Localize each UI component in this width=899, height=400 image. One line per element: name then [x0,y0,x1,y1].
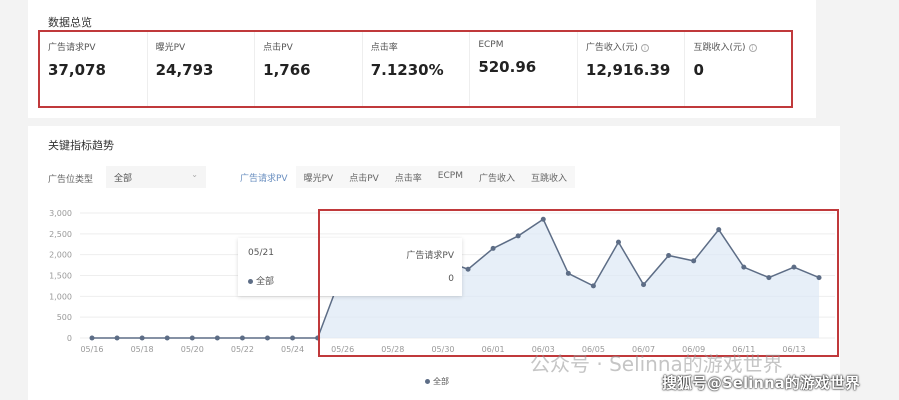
metric-value: 7.1230% [370,61,444,79]
data-point [89,335,95,341]
x-tick-label: 05/20 [181,345,204,354]
watermark-wechat: 公众号 · Selinna的游戏世界 [530,352,783,376]
tooltip-series: 全部 [256,277,275,287]
data-point [590,283,596,289]
data-point [565,270,571,276]
data-point [791,264,797,270]
x-tick-label: 06/09 [682,345,705,354]
metric-value: 37,078 [48,61,106,79]
tab-5[interactable]: 广告收入 [478,174,515,184]
metric-label: 点击率 [370,43,398,53]
tab-3[interactable]: 点击率 [394,174,422,184]
data-point [716,227,722,233]
legend-dot-icon [425,379,430,384]
metrics-row: 广告请求PV 37,078 曝光PV 24,793 点击PV 1,766 点击率 7.1230… [40,30,792,106]
data-point [666,253,672,258]
data-point [264,335,270,341]
y-tick-label: 0 [67,334,72,343]
metric-4: ECPM 520.96 [470,30,578,106]
metric-1: 曝光PV 24,793 [148,30,256,106]
data-point [615,239,621,245]
x-tick-label: 05/18 [131,345,154,354]
x-tick-label: 06/03 [532,345,555,354]
ad-slot-type-select[interactable]: 全部 ⌄ [106,166,206,188]
chart-legend[interactable]: 全部 [425,376,449,387]
data-point [290,335,296,341]
data-point [239,335,245,341]
metric-0: 广告请求PV 37,078 [40,30,148,106]
data-point [114,335,120,341]
series-dot-icon [248,279,253,284]
select-value: 全部 [114,174,133,184]
metric-5: 广告收入(元) i 12,916.39 [578,30,686,106]
trend-title: 关键指标趋势 [48,139,114,152]
metric-3: 点击率 7.1230% [363,30,471,106]
data-point [214,335,220,341]
y-tick-label: 2,500 [49,230,72,239]
x-tick-label: 05/28 [381,345,404,354]
tab-2[interactable]: 点击PV [349,174,379,184]
tab-0[interactable]: 广告请求PV [232,166,296,188]
metric-value: 520.96 [478,58,537,76]
chevron-down-icon: ⌄ [191,170,198,179]
metric-value: 24,793 [155,61,214,79]
metric-label: 互跳收入(元) i [693,40,792,53]
data-point [490,245,496,251]
data-point [189,335,195,341]
highlight-box-metrics [38,30,793,108]
x-tick-label: 05/30 [431,345,454,354]
data-point [816,275,822,281]
data-point [691,258,697,264]
highlight-box-chart [318,209,839,357]
tooltip-date: 05/21 [248,248,274,258]
overview-title: 数据总览 [48,16,92,29]
tab-1[interactable]: 曝光PV [303,174,334,184]
metric-label: ECPM [478,40,504,50]
data-point [465,266,471,272]
tab-4[interactable]: ECPM [437,171,463,181]
tooltip-metric: 广告请求PV [406,251,454,261]
x-tick-label: 05/26 [331,345,354,354]
tab-6[interactable]: 互跳收入 [530,174,567,184]
metric-tabs: 广告请求PV 曝光PV 点击PV 点击率 ECPM 广告收入 互跳收入 [232,166,575,188]
metric-2: 点击PV 1,766 [255,30,363,106]
x-tick-label: 05/24 [281,345,304,354]
metric-label: 曝光PV [155,43,186,53]
data-point [741,264,747,270]
x-tick-label: 06/11 [732,345,755,354]
y-tick-label: 1,500 [49,272,72,281]
data-point [766,275,772,281]
y-tick-label: 1,000 [49,292,72,301]
data-point [164,335,170,341]
x-tick-label: 05/22 [231,345,254,354]
data-point [139,335,145,341]
legend-label: 全部 [433,377,449,386]
x-tick-label: 06/01 [482,345,505,354]
metric-label: 广告收入(元) i [586,40,685,53]
chart-tooltip: 05/21 广告请求PV 全部 0 [238,238,462,296]
metric-label: 广告请求PV [48,43,96,53]
metric-value: 1,766 [263,61,311,79]
metric-value: 0 [693,61,704,79]
x-tick-label: 05/16 [80,345,103,354]
y-tick-label: 3,000 [49,209,72,218]
x-tick-label: 06/07 [632,345,655,354]
ad-slot-type-label: 广告位类型 [48,175,94,185]
tooltip-value: 0 [448,274,454,284]
metric-label: 点击PV [263,43,293,53]
y-tick-label: 500 [57,313,72,322]
info-icon[interactable]: i [640,44,649,52]
data-point [641,282,647,288]
metric-6: 互跳收入(元) i 0 [685,30,792,106]
x-tick-label: 06/05 [582,345,605,354]
data-point [515,233,521,239]
metric-value: 12,916.39 [585,61,671,79]
data-point [540,216,546,222]
watermark-sohu: 搜狐号@Selinna的游戏世界 [662,374,860,392]
x-tick-label: 06/13 [782,345,805,354]
y-tick-label: 2,000 [49,251,72,260]
info-icon[interactable]: i [748,44,757,52]
